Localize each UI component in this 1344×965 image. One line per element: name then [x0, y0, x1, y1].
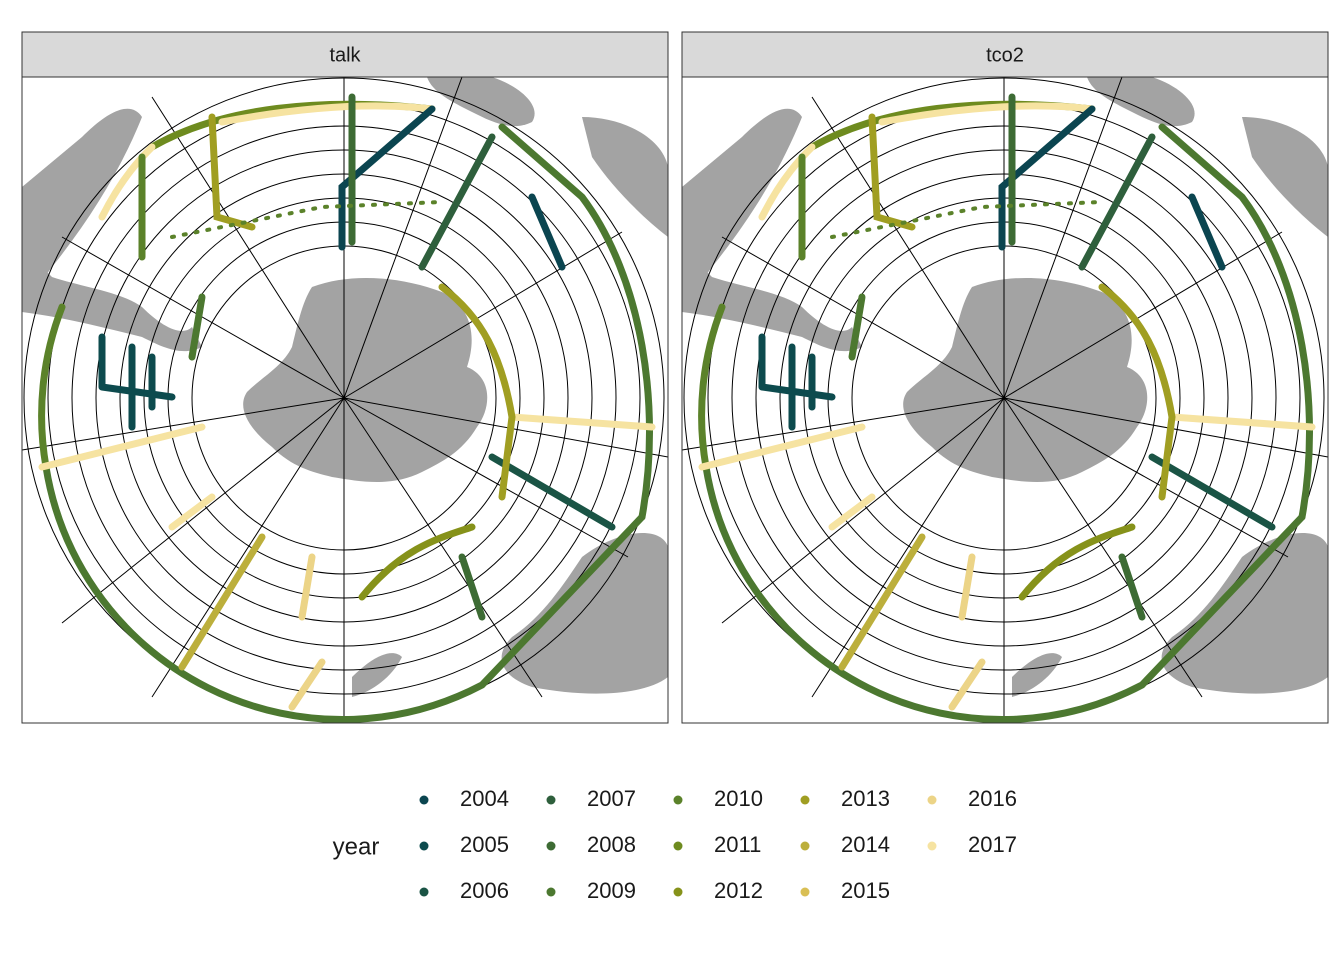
- map: [682, 77, 1328, 723]
- legend-key: [546, 795, 556, 805]
- legend-label: 2006: [460, 878, 509, 903]
- legend: 2004 2005 2006 2007 2008 2009 2010 2011 2012 2013…: [419, 786, 1017, 903]
- legend-label: 2015: [841, 878, 890, 903]
- legend-key: [546, 887, 556, 897]
- legend-key: [927, 841, 937, 851]
- legend-title: year: [333, 833, 380, 860]
- legend-label: 2008: [587, 832, 636, 857]
- legend-label: 2007: [587, 786, 636, 811]
- strip: [21, 31, 669, 78]
- legend-key: [800, 841, 810, 851]
- legend-label: 2010: [714, 786, 763, 811]
- legend-label: 2004: [460, 786, 509, 811]
- legend-key: [419, 887, 429, 897]
- legend-label: 2009: [587, 878, 636, 903]
- legend-key: [673, 841, 683, 851]
- legend-label: 2016: [968, 786, 1017, 811]
- panel-title: tco2: [986, 44, 1024, 66]
- legend-label: 2013: [841, 786, 890, 811]
- legend-key: [673, 887, 683, 897]
- legend-label: 2017: [968, 832, 1017, 857]
- legend-key: [419, 841, 429, 851]
- panel-tco2: tco2: [681, 31, 1329, 724]
- legend-label: 2011: [714, 832, 761, 857]
- panel-border: [21, 76, 669, 724]
- strip: [681, 31, 1329, 78]
- panel-border: [681, 76, 1329, 724]
- legend-key: [800, 887, 810, 897]
- legend-key: [673, 795, 683, 805]
- legend-label: 2005: [460, 832, 509, 857]
- panel-talk: talk: [21, 31, 669, 724]
- map: [22, 77, 668, 723]
- legend-label: 2014: [841, 832, 890, 857]
- legend-key: [546, 841, 556, 851]
- panel-title: talk: [329, 44, 361, 66]
- legend-label: 2012: [714, 878, 763, 903]
- legend-key: [419, 795, 429, 805]
- legend-key: [927, 795, 937, 805]
- legend-key: [800, 795, 810, 805]
